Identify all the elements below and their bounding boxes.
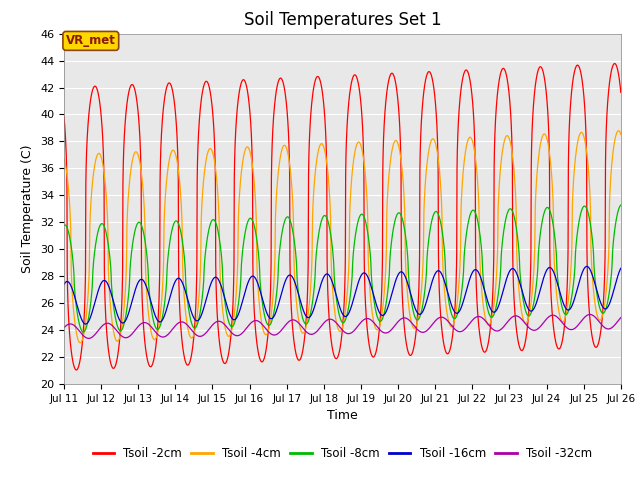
Tsoil -32cm: [490, 327, 498, 333]
Tsoil -4cm: [76, 340, 84, 346]
Tsoil -16cm: [127, 304, 134, 310]
Tsoil -8cm: [234, 309, 241, 314]
Tsoil -8cm: [60, 222, 68, 228]
Tsoil -8cm: [95, 224, 103, 230]
Tsoil -2cm: [127, 82, 135, 88]
Line: Tsoil -16cm: Tsoil -16cm: [64, 266, 621, 324]
Tsoil -2cm: [127, 84, 134, 89]
Tsoil -2cm: [95, 96, 103, 102]
Tsoil -32cm: [234, 333, 241, 338]
Tsoil -4cm: [127, 165, 135, 171]
Tsoil -16cm: [95, 285, 103, 290]
Tsoil -32cm: [84, 336, 92, 341]
Tsoil -16cm: [617, 265, 625, 271]
Line: Tsoil -4cm: Tsoil -4cm: [64, 131, 621, 343]
Tsoil -4cm: [60, 156, 68, 161]
Legend: Tsoil -2cm, Tsoil -4cm, Tsoil -8cm, Tsoil -16cm, Tsoil -32cm: Tsoil -2cm, Tsoil -4cm, Tsoil -8cm, Tsoi…: [88, 443, 597, 465]
Tsoil -8cm: [617, 202, 625, 208]
Tsoil -4cm: [234, 273, 241, 279]
Tsoil -4cm: [490, 300, 498, 306]
Tsoil -32cm: [60, 325, 68, 331]
Text: VR_met: VR_met: [66, 35, 116, 48]
Tsoil -8cm: [127, 262, 134, 267]
Tsoil -16cm: [127, 302, 135, 308]
Tsoil -2cm: [490, 166, 498, 171]
Tsoil -2cm: [234, 106, 241, 112]
Tsoil -4cm: [95, 151, 103, 156]
Tsoil -4cm: [614, 128, 622, 133]
Tsoil -4cm: [617, 132, 625, 137]
Title: Soil Temperatures Set 1: Soil Temperatures Set 1: [244, 11, 441, 29]
Tsoil -8cm: [490, 311, 498, 317]
Tsoil -32cm: [127, 332, 135, 338]
Tsoil -16cm: [60, 282, 68, 288]
Tsoil -2cm: [617, 90, 625, 96]
Tsoil -2cm: [445, 350, 452, 356]
X-axis label: Time: Time: [327, 409, 358, 422]
Tsoil -16cm: [490, 309, 498, 315]
Tsoil -4cm: [445, 319, 452, 325]
Line: Tsoil -2cm: Tsoil -2cm: [64, 63, 621, 370]
Tsoil -16cm: [583, 264, 591, 269]
Tsoil -2cm: [611, 60, 618, 66]
Tsoil -4cm: [127, 171, 134, 177]
Tsoil -8cm: [79, 329, 87, 335]
Tsoil -8cm: [127, 253, 135, 259]
Tsoil -16cm: [82, 321, 90, 327]
Tsoil -32cm: [586, 312, 594, 317]
Tsoil -16cm: [445, 294, 452, 300]
Tsoil -2cm: [72, 367, 80, 373]
Line: Tsoil -32cm: Tsoil -32cm: [64, 314, 621, 338]
Tsoil -16cm: [234, 314, 241, 320]
Tsoil -32cm: [445, 319, 452, 325]
Tsoil -2cm: [60, 114, 68, 120]
Tsoil -8cm: [445, 299, 452, 305]
Tsoil -32cm: [95, 326, 103, 332]
Tsoil -32cm: [617, 315, 625, 321]
Y-axis label: Soil Temperature (C): Soil Temperature (C): [22, 144, 35, 273]
Tsoil -32cm: [127, 333, 134, 338]
Line: Tsoil -8cm: Tsoil -8cm: [64, 205, 621, 332]
